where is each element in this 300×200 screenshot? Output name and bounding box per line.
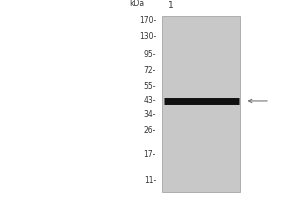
Text: 1: 1 — [168, 1, 174, 10]
Text: 170-: 170- — [139, 16, 156, 25]
Bar — [162, 16, 240, 192]
Text: 72-: 72- — [144, 66, 156, 75]
Text: 55-: 55- — [143, 82, 156, 91]
Text: 34-: 34- — [143, 110, 156, 119]
Text: kDa: kDa — [129, 0, 144, 8]
Text: 26-: 26- — [144, 126, 156, 135]
Text: 95-: 95- — [143, 50, 156, 59]
Text: 43-: 43- — [143, 96, 156, 105]
Text: 17-: 17- — [144, 150, 156, 159]
Text: 130-: 130- — [139, 32, 156, 41]
Text: 11-: 11- — [144, 176, 156, 185]
